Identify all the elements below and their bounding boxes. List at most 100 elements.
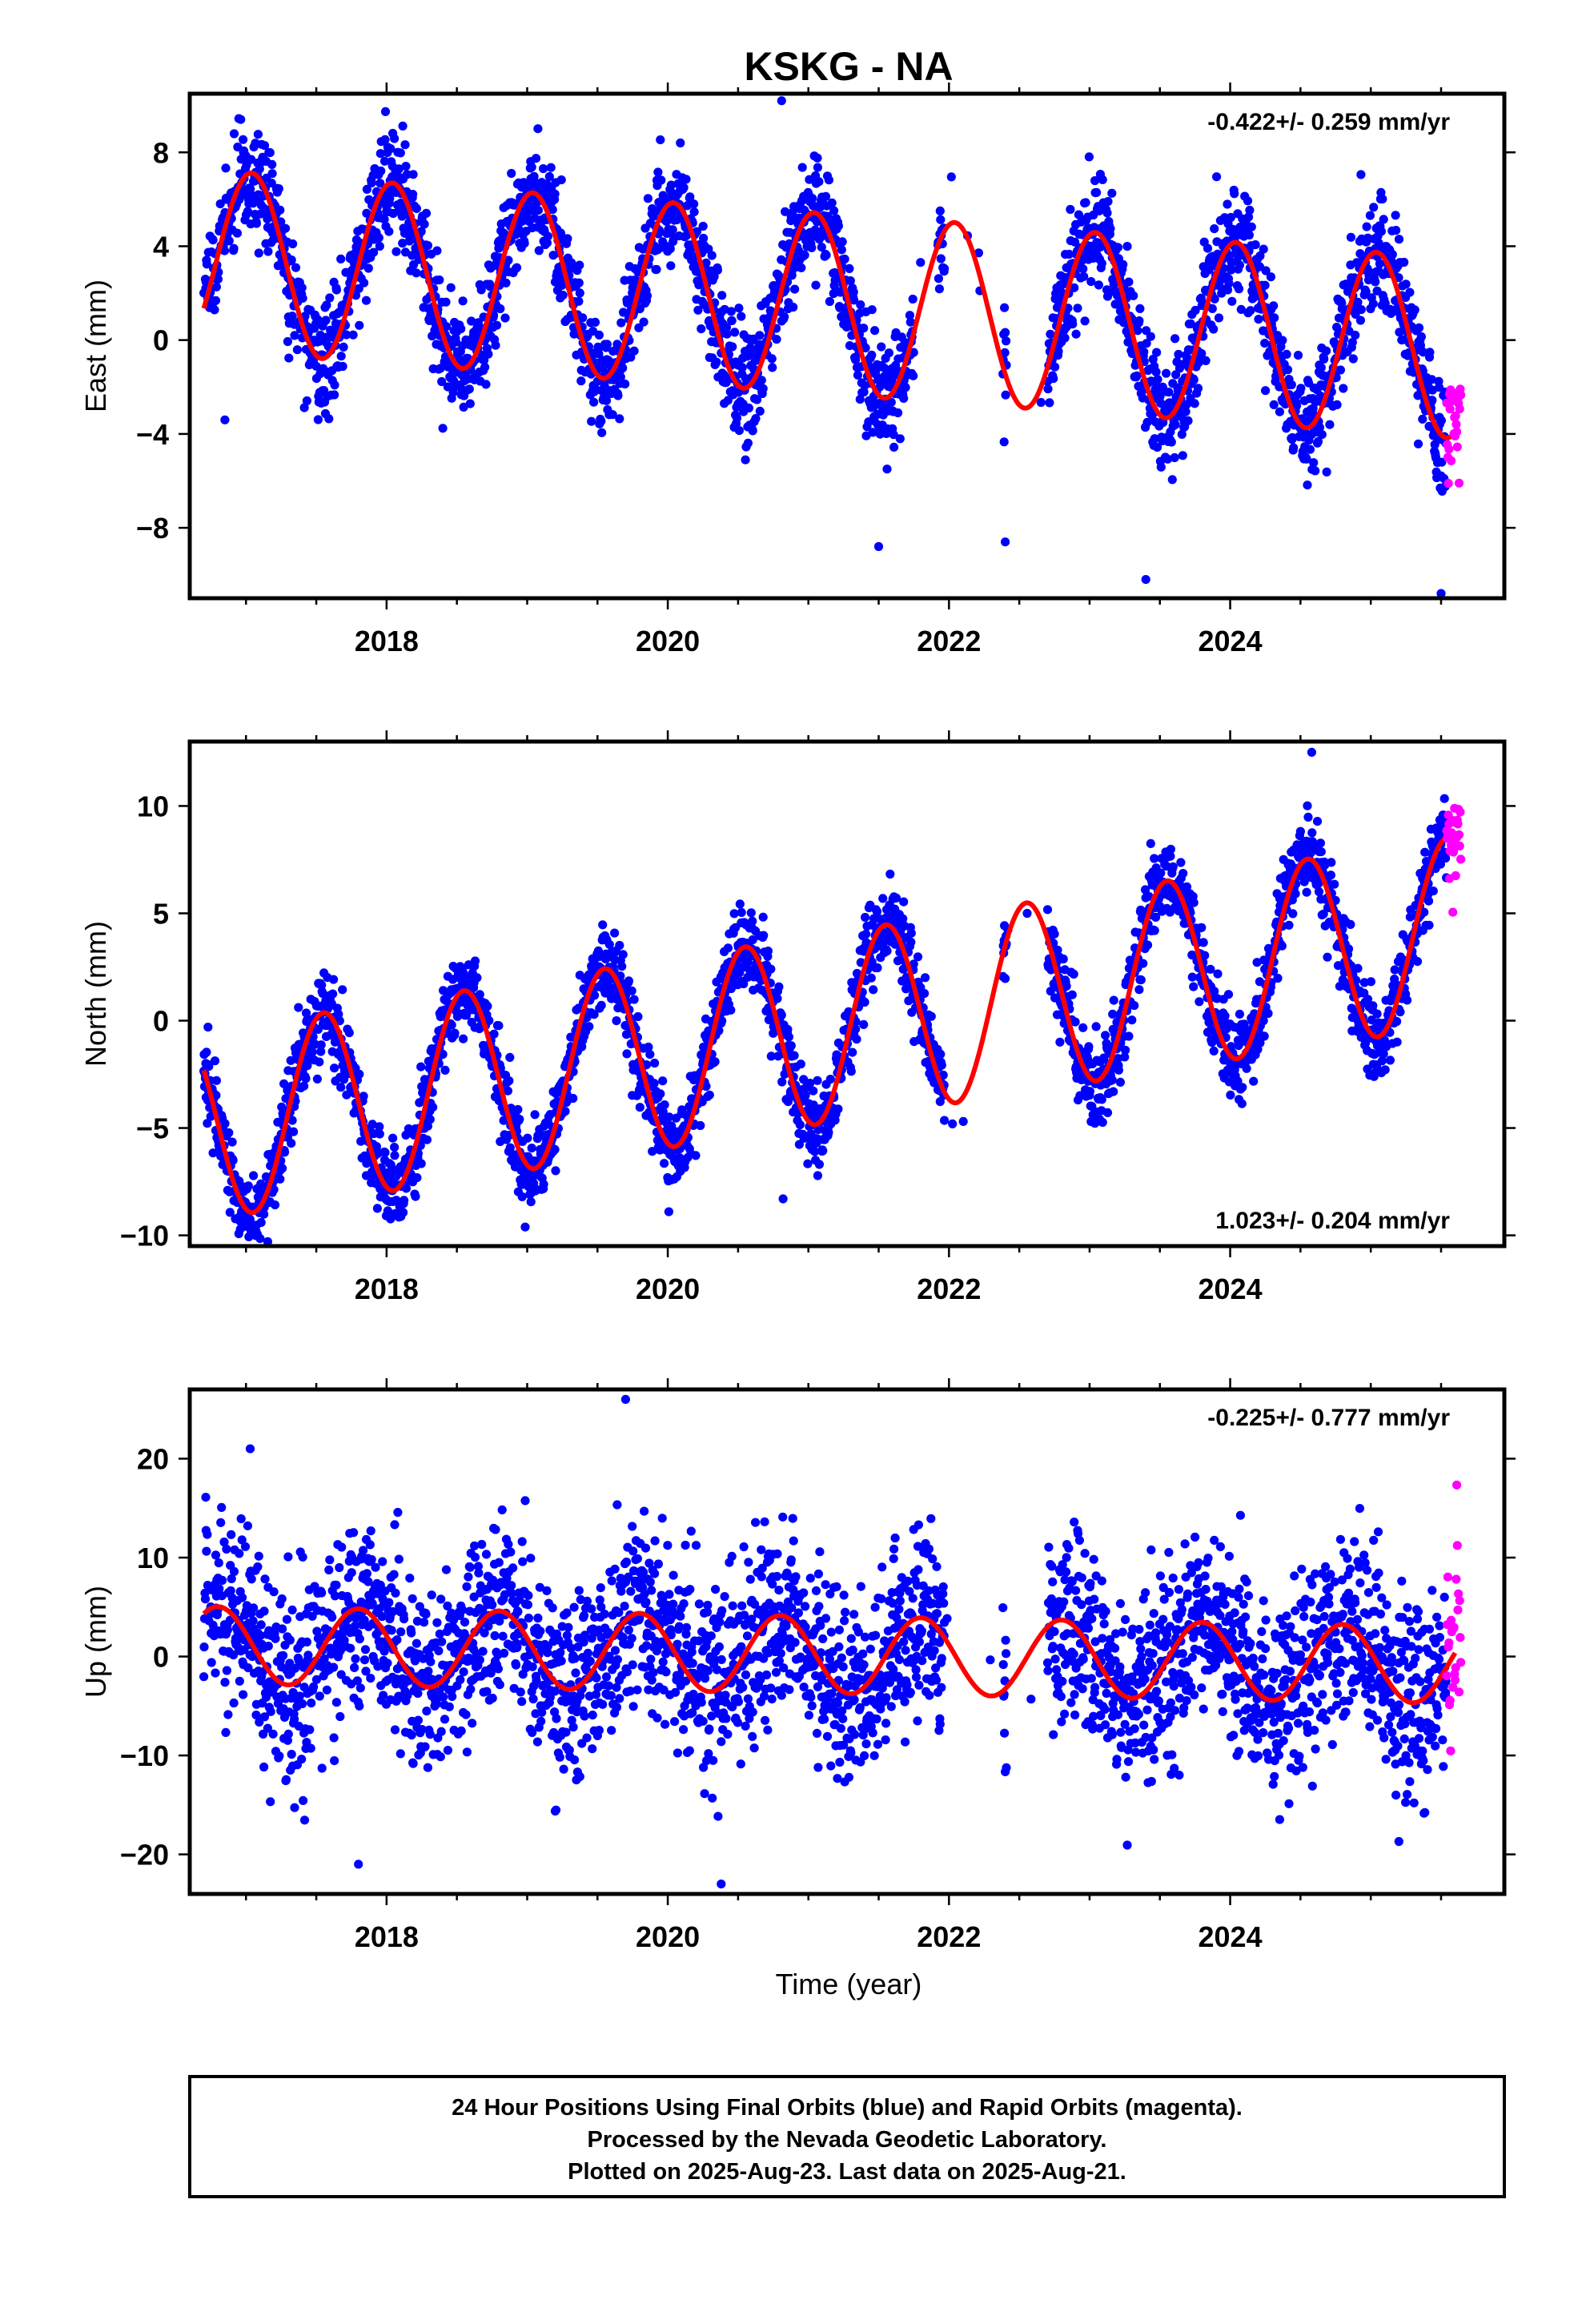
final-orbit-point <box>1207 304 1217 313</box>
final-orbit-point <box>921 973 930 983</box>
final-orbit-point <box>267 169 277 179</box>
final-orbit-point <box>691 1151 701 1160</box>
final-orbit-point <box>458 296 468 306</box>
final-orbit-point <box>873 963 882 973</box>
final-orbit-point <box>1244 230 1254 240</box>
final-orbit-point <box>584 971 594 980</box>
final-orbit-point <box>546 163 556 172</box>
final-orbit-point <box>849 287 858 297</box>
final-orbit-point <box>1150 434 1159 444</box>
final-orbit-point <box>1348 354 1358 364</box>
final-orbit-point <box>616 372 625 382</box>
final-orbit-point <box>707 251 717 260</box>
final-orbit-point <box>1376 227 1386 236</box>
final-orbit-point <box>905 317 915 327</box>
final-orbit-point <box>259 1209 269 1219</box>
rapid-orbit-point <box>1452 420 1461 429</box>
final-orbit-point <box>685 192 695 202</box>
final-orbit-point <box>645 1050 655 1059</box>
final-orbit-point <box>1418 414 1427 424</box>
final-orbit-point <box>394 164 404 174</box>
final-orbit-point <box>1133 326 1142 336</box>
rapid-orbit-point <box>1447 456 1456 466</box>
final-orbit-point <box>432 246 442 255</box>
final-orbit-point <box>313 415 323 424</box>
final-orbit-point <box>713 265 723 275</box>
final-orbit-point <box>1055 1037 1065 1047</box>
final-orbit-point <box>837 245 846 255</box>
final-orbit-point <box>331 285 341 295</box>
final-orbit-point <box>520 239 529 248</box>
final-orbit-point <box>297 283 307 292</box>
final-orbit-point <box>1224 279 1234 288</box>
final-orbit-point <box>1405 287 1415 297</box>
final-orbit-point <box>363 263 373 273</box>
final-orbit-point <box>1168 862 1178 871</box>
final-orbit-point <box>330 380 339 390</box>
final-orbit-point <box>1115 1077 1125 1087</box>
final-orbit-point <box>287 312 297 321</box>
final-orbit-point <box>590 317 600 327</box>
final-orbit-point <box>730 328 740 337</box>
final-orbit-point <box>500 313 510 323</box>
final-orbit-point <box>1090 176 1100 186</box>
final-orbit-point <box>402 170 412 179</box>
final-orbit-point <box>1002 336 1011 346</box>
final-orbit-point <box>735 899 745 909</box>
final-orbit-point <box>436 364 445 373</box>
final-orbit-point <box>920 988 930 999</box>
final-orbit-point <box>1043 384 1053 394</box>
final-orbit-point <box>1234 284 1244 294</box>
final-orbit-point <box>401 1184 412 1193</box>
final-orbit-point <box>1046 329 1055 339</box>
final-orbit-point <box>1107 1076 1117 1085</box>
final-orbit-point <box>204 1062 214 1072</box>
final-orbit-point <box>701 258 711 267</box>
final-orbit-point <box>1356 305 1366 315</box>
final-orbit-point <box>693 305 703 315</box>
final-orbit-point <box>1387 250 1397 259</box>
final-orbit-point <box>813 153 822 163</box>
final-orbit-point <box>1124 1031 1134 1041</box>
final-orbit-point <box>701 1081 711 1092</box>
final-orbit-point <box>1269 301 1279 311</box>
final-orbit-point <box>269 235 279 244</box>
final-orbit-point <box>936 254 946 263</box>
final-orbit-point <box>878 894 888 903</box>
final-orbit-point <box>322 300 331 310</box>
final-orbit-point <box>1103 197 1113 207</box>
final-orbit-point <box>1317 430 1327 440</box>
final-orbit-point <box>946 172 956 182</box>
outlier-point <box>873 541 884 552</box>
final-orbit-point <box>905 311 914 320</box>
final-orbit-point <box>624 976 634 986</box>
final-orbit-point <box>435 275 444 285</box>
final-orbit-point <box>283 336 292 347</box>
rapid-orbit-point <box>1451 411 1460 420</box>
final-orbit-point <box>408 190 418 199</box>
final-orbit-point <box>550 189 560 199</box>
final-orbit-point <box>737 363 747 372</box>
final-orbit-point <box>232 228 242 238</box>
final-orbit-point <box>1309 458 1319 468</box>
final-orbit-point <box>801 1091 810 1100</box>
final-orbit-point <box>483 1001 492 1011</box>
final-orbit-point <box>288 239 298 249</box>
final-orbit-point <box>613 391 623 400</box>
final-orbit-point <box>1296 384 1306 393</box>
final-orbit-point <box>1437 457 1447 467</box>
final-orbit-point <box>224 236 234 246</box>
final-orbit-point <box>824 1128 833 1137</box>
final-orbit-point <box>298 293 307 303</box>
final-orbit-point <box>699 233 709 243</box>
final-orbit-point <box>861 929 871 939</box>
final-orbit-point <box>787 271 797 280</box>
final-orbit-point <box>211 1091 221 1100</box>
final-orbit-point <box>884 348 893 358</box>
final-orbit-point <box>748 916 757 926</box>
final-orbit-point <box>649 1079 659 1088</box>
final-orbit-point <box>1000 303 1010 312</box>
final-orbit-point <box>1146 838 1155 848</box>
final-orbit-point <box>940 263 950 273</box>
final-orbit-point <box>777 1077 787 1087</box>
